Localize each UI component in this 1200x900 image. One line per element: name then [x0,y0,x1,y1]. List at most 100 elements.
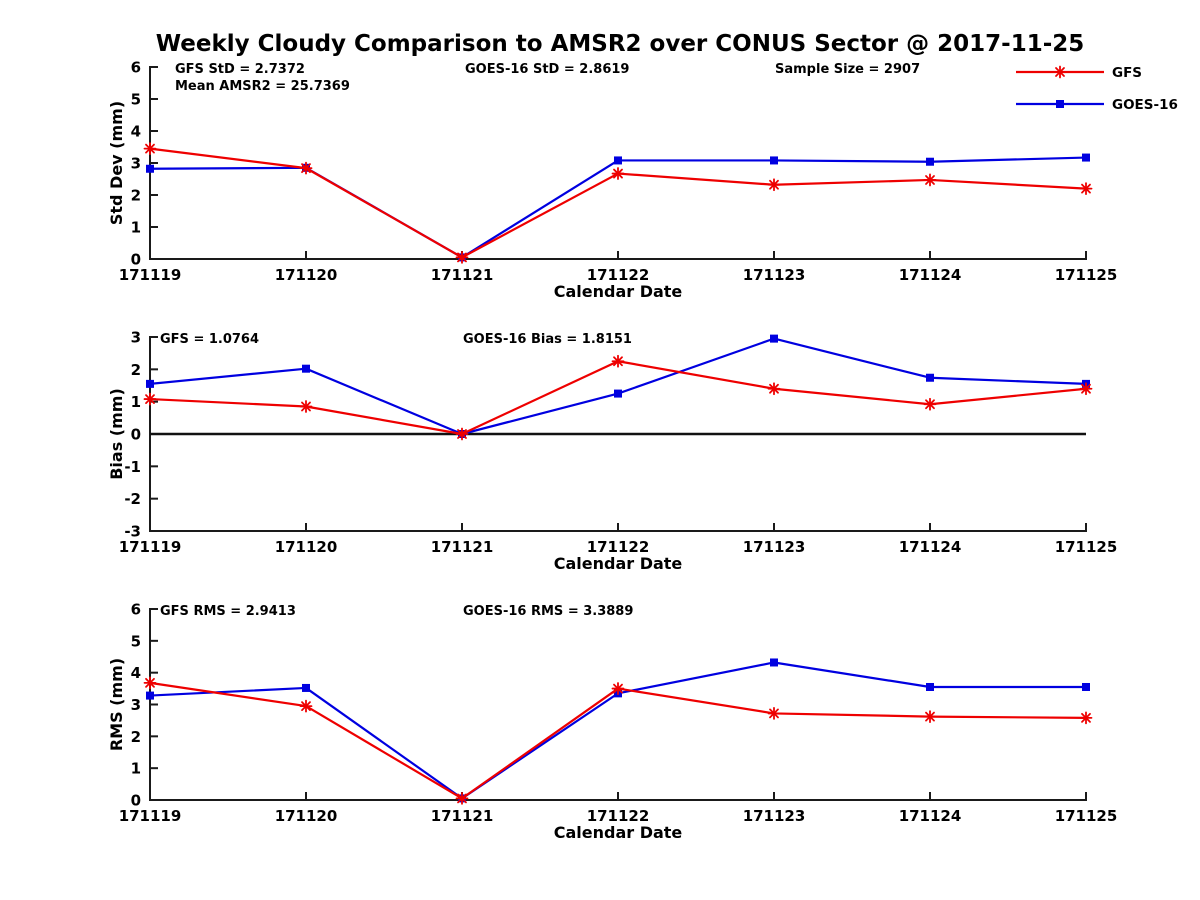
gfs-marker [455,427,469,441]
x-tick-label: 171125 [1055,266,1118,284]
gfs-marker [299,400,313,413]
stat-annotation: Sample Size = 2907 [775,62,920,77]
stat-annotation: Mean AMSR2 = 25.7369 [175,79,350,94]
asterisk-spoke [145,394,155,404]
x-tick-label: 171121 [431,807,494,825]
x-tick-label: 171123 [743,266,806,284]
legend: GFS GOES-16 [1016,65,1178,113]
subplot-bias: -3 -2 -1 0 1 2 3 171119 171120 171121 171122 171123… [107,329,1117,574]
asterisk-spoke [769,708,779,719]
y-tick-label: 2 [131,728,141,746]
x-tick-label: 171124 [899,266,962,284]
x-tick-label: 171121 [431,538,494,556]
gfs-marker [767,707,781,720]
x-tick-label: 171119 [119,807,182,825]
asterisk-spoke [145,143,155,154]
y-tick-label: 2 [131,187,141,205]
x-tick-label: 171123 [743,538,806,556]
asterisk-spoke [1081,183,1091,194]
gfs-marker [1079,182,1093,196]
stat-annotation: GOES-16 RMS = 3.3889 [463,604,633,619]
asterisk-spoke [613,683,623,694]
gfs-marker [455,792,469,805]
y-tick-label: 0 [131,251,141,269]
x-tick-label: 171125 [1055,807,1118,825]
stat-annotation: GOES-16 Bias = 1.8151 [463,332,632,347]
x-tick-label: 171122 [587,266,650,284]
y-tick-label: 0 [131,426,141,444]
asterisk-spoke [925,711,935,722]
y-tick-label: 2 [131,361,141,379]
asterisk-spoke [769,383,779,394]
asterisk-spoke [1081,712,1091,723]
gfs-marker [455,250,469,264]
y-tick-label: 6 [131,59,141,77]
gfs-line [149,360,1087,436]
asterisk-spoke [613,168,623,179]
asterisk-spoke [769,179,779,190]
y-tick-label: 1 [131,219,141,237]
gfs-marker [1079,382,1093,396]
asterisk-spoke [925,399,935,410]
y-tick-label: 3 [131,696,141,714]
stat-annotation: GFS RMS = 2.9413 [160,604,296,619]
gfs-marker [611,354,625,368]
stat-annotation: GOES-16 StD = 2.8619 [465,62,629,77]
y-tick-label: 3 [131,155,141,173]
y-tick-label: 0 [131,792,141,810]
y-axis-title: Std Dev (mm) [107,101,126,225]
x-tick-label: 171122 [587,538,650,556]
gfs-marker [143,676,157,690]
x-tick-label: 171120 [275,807,338,825]
y-tick-label: 5 [131,632,141,650]
y-tick-label: 1 [131,393,141,411]
gfs-marker [299,161,313,175]
x-tick-label: 171124 [899,538,962,556]
goes-16-marker [146,691,154,700]
asterisk-spoke [145,677,155,688]
asterisk-spoke [613,356,623,367]
goes-16-marker [302,683,310,692]
asterisk-spoke [301,401,311,412]
legend-label: GFS [1112,65,1142,81]
gfs-marker [767,382,781,396]
x-tick-label: 171124 [899,807,962,825]
x-axis-title: Calendar Date [554,823,683,842]
goes-16-marker [770,334,778,343]
asterisk-spoke [301,701,311,711]
x-axis-title: Calendar Date [554,282,683,301]
y-tick-label: -1 [124,458,141,476]
gfs-marker [143,392,157,406]
legend-label: GOES-16 [1112,97,1178,113]
y-tick-label: 3 [131,329,141,347]
gfs-line [149,681,1087,800]
x-tick-label: 171119 [119,538,182,556]
stat-annotation: GFS StD = 2.7372 [175,62,305,77]
chart-title: Weekly Cloudy Comparison to AMSR2 over C… [155,31,1085,57]
asterisk-spoke [457,793,467,804]
asterisk-spoke [301,163,311,174]
goes-16-marker [614,389,622,398]
y-tick-label: -3 [124,523,141,541]
x-tick-label: 171122 [587,807,650,825]
gfs-marker [299,699,313,713]
y-tick-label: -2 [124,490,141,508]
asterisk-spoke [925,175,935,185]
gfs-marker [923,173,937,187]
x-tick-label: 171120 [275,266,338,284]
subplot-rms: 0 1 2 3 4 5 6 171119 171120 171121 171122 171123 171… [107,601,1117,843]
gfs-marker [611,682,625,695]
x-tick-label: 171121 [431,266,494,284]
asterisk-spoke [457,429,467,439]
x-axis-title: Calendar Date [554,554,683,573]
goes-16-line [149,337,1087,436]
goes-16-marker [926,157,934,166]
y-tick-label: 5 [131,91,141,109]
y-tick-label: 4 [131,123,141,141]
gfs-marker [923,710,937,723]
gfs-line [149,147,1087,259]
goes-16-marker [146,379,154,388]
stat-annotation: GFS = 1.0764 [160,332,259,347]
goes-16-marker [146,164,154,173]
